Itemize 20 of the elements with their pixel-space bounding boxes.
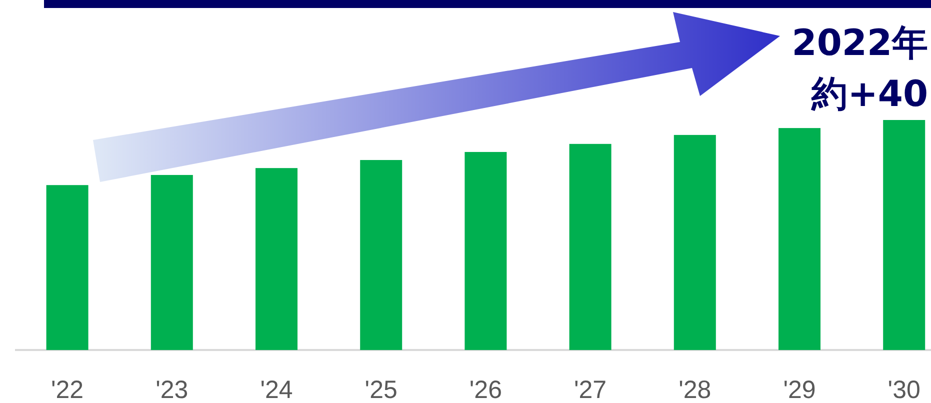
bar bbox=[569, 144, 612, 350]
x-tick-label: '25 bbox=[364, 376, 398, 403]
bar bbox=[464, 152, 507, 350]
bar bbox=[674, 134, 716, 350]
bar bbox=[360, 160, 402, 350]
x-tick-label: '29 bbox=[783, 376, 816, 403]
x-tick-label: '22 bbox=[51, 376, 84, 403]
text: 約+40 bbox=[810, 74, 928, 115]
bar bbox=[150, 174, 193, 350]
x-tick-label: '27 bbox=[574, 376, 607, 403]
text: 2022年 bbox=[792, 23, 928, 64]
x-tick-label: '30 bbox=[888, 376, 920, 403]
bar bbox=[46, 185, 88, 350]
bar bbox=[778, 128, 820, 350]
x-tick-label: '23 bbox=[156, 376, 188, 403]
x-tick-label: '24 bbox=[260, 376, 293, 403]
x-tick-label: '26 bbox=[469, 376, 502, 403]
bar bbox=[883, 120, 926, 350]
x-tick-label: '28 bbox=[678, 376, 712, 403]
bar bbox=[256, 168, 298, 350]
